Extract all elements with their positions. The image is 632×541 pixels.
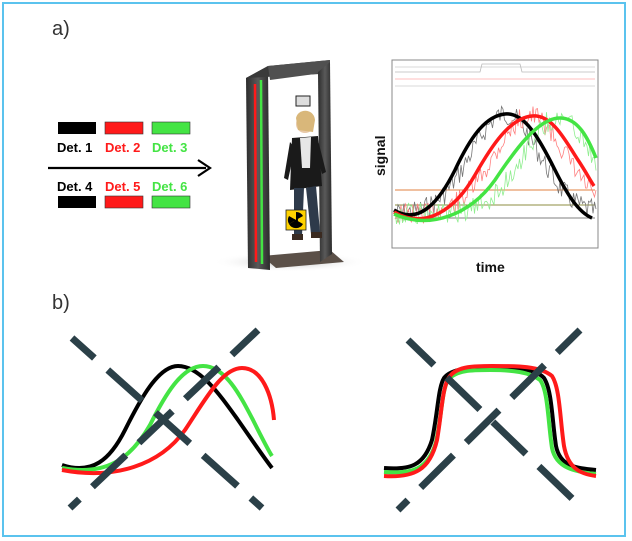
detector-5-bar	[104, 195, 144, 209]
detector-3-label: Det. 3	[152, 140, 187, 155]
detector-6-bar	[151, 195, 191, 209]
plot-x-label: time	[476, 259, 505, 275]
detector-1-bar	[58, 122, 96, 134]
plot-y-label: signal	[372, 136, 388, 176]
right-cross-line-2	[395, 327, 583, 513]
detector-1-label: Det. 1	[57, 140, 92, 155]
direction-arrow	[48, 159, 212, 177]
radiation-icon	[285, 209, 307, 231]
portal-right-pillar	[318, 62, 332, 262]
left-curve-black	[61, 363, 274, 471]
left-cross-line-1	[69, 335, 265, 511]
right-curve-red	[383, 364, 597, 479]
detector-2-label: Det. 2	[105, 140, 140, 155]
fit-curve-red	[393, 114, 596, 221]
fit-curve-green	[393, 116, 598, 223]
fit-curve-black	[393, 112, 593, 220]
radiation-portal-illustration	[212, 60, 368, 272]
detector-group-bottom: Det. 4 Det. 5 Det. 6	[57, 179, 191, 209]
panel-b-left-graph	[61, 327, 276, 511]
detector-4-label: Det. 4	[57, 179, 93, 194]
detector-2-bar	[104, 121, 144, 135]
portal-display	[295, 95, 311, 107]
left-curve-red	[61, 365, 276, 475]
detector-5-label: Det. 5	[105, 179, 140, 194]
panel-a-label: a)	[52, 18, 70, 40]
portal-left-pillar	[246, 66, 270, 270]
detector-3-bar	[151, 121, 191, 135]
detector-group-top: Det. 1 Det. 2 Det. 3	[57, 121, 191, 155]
right-cross-line-1	[405, 337, 587, 513]
figure-frame	[2, 2, 626, 537]
left-cross-line-2	[67, 327, 261, 511]
signal-plot: signal time	[372, 59, 599, 275]
panel-b-label: b)	[52, 292, 70, 314]
detector-4-bar	[58, 196, 96, 208]
detector-6-label: Det. 6	[152, 179, 187, 194]
panel-b-right-graph	[383, 327, 597, 513]
